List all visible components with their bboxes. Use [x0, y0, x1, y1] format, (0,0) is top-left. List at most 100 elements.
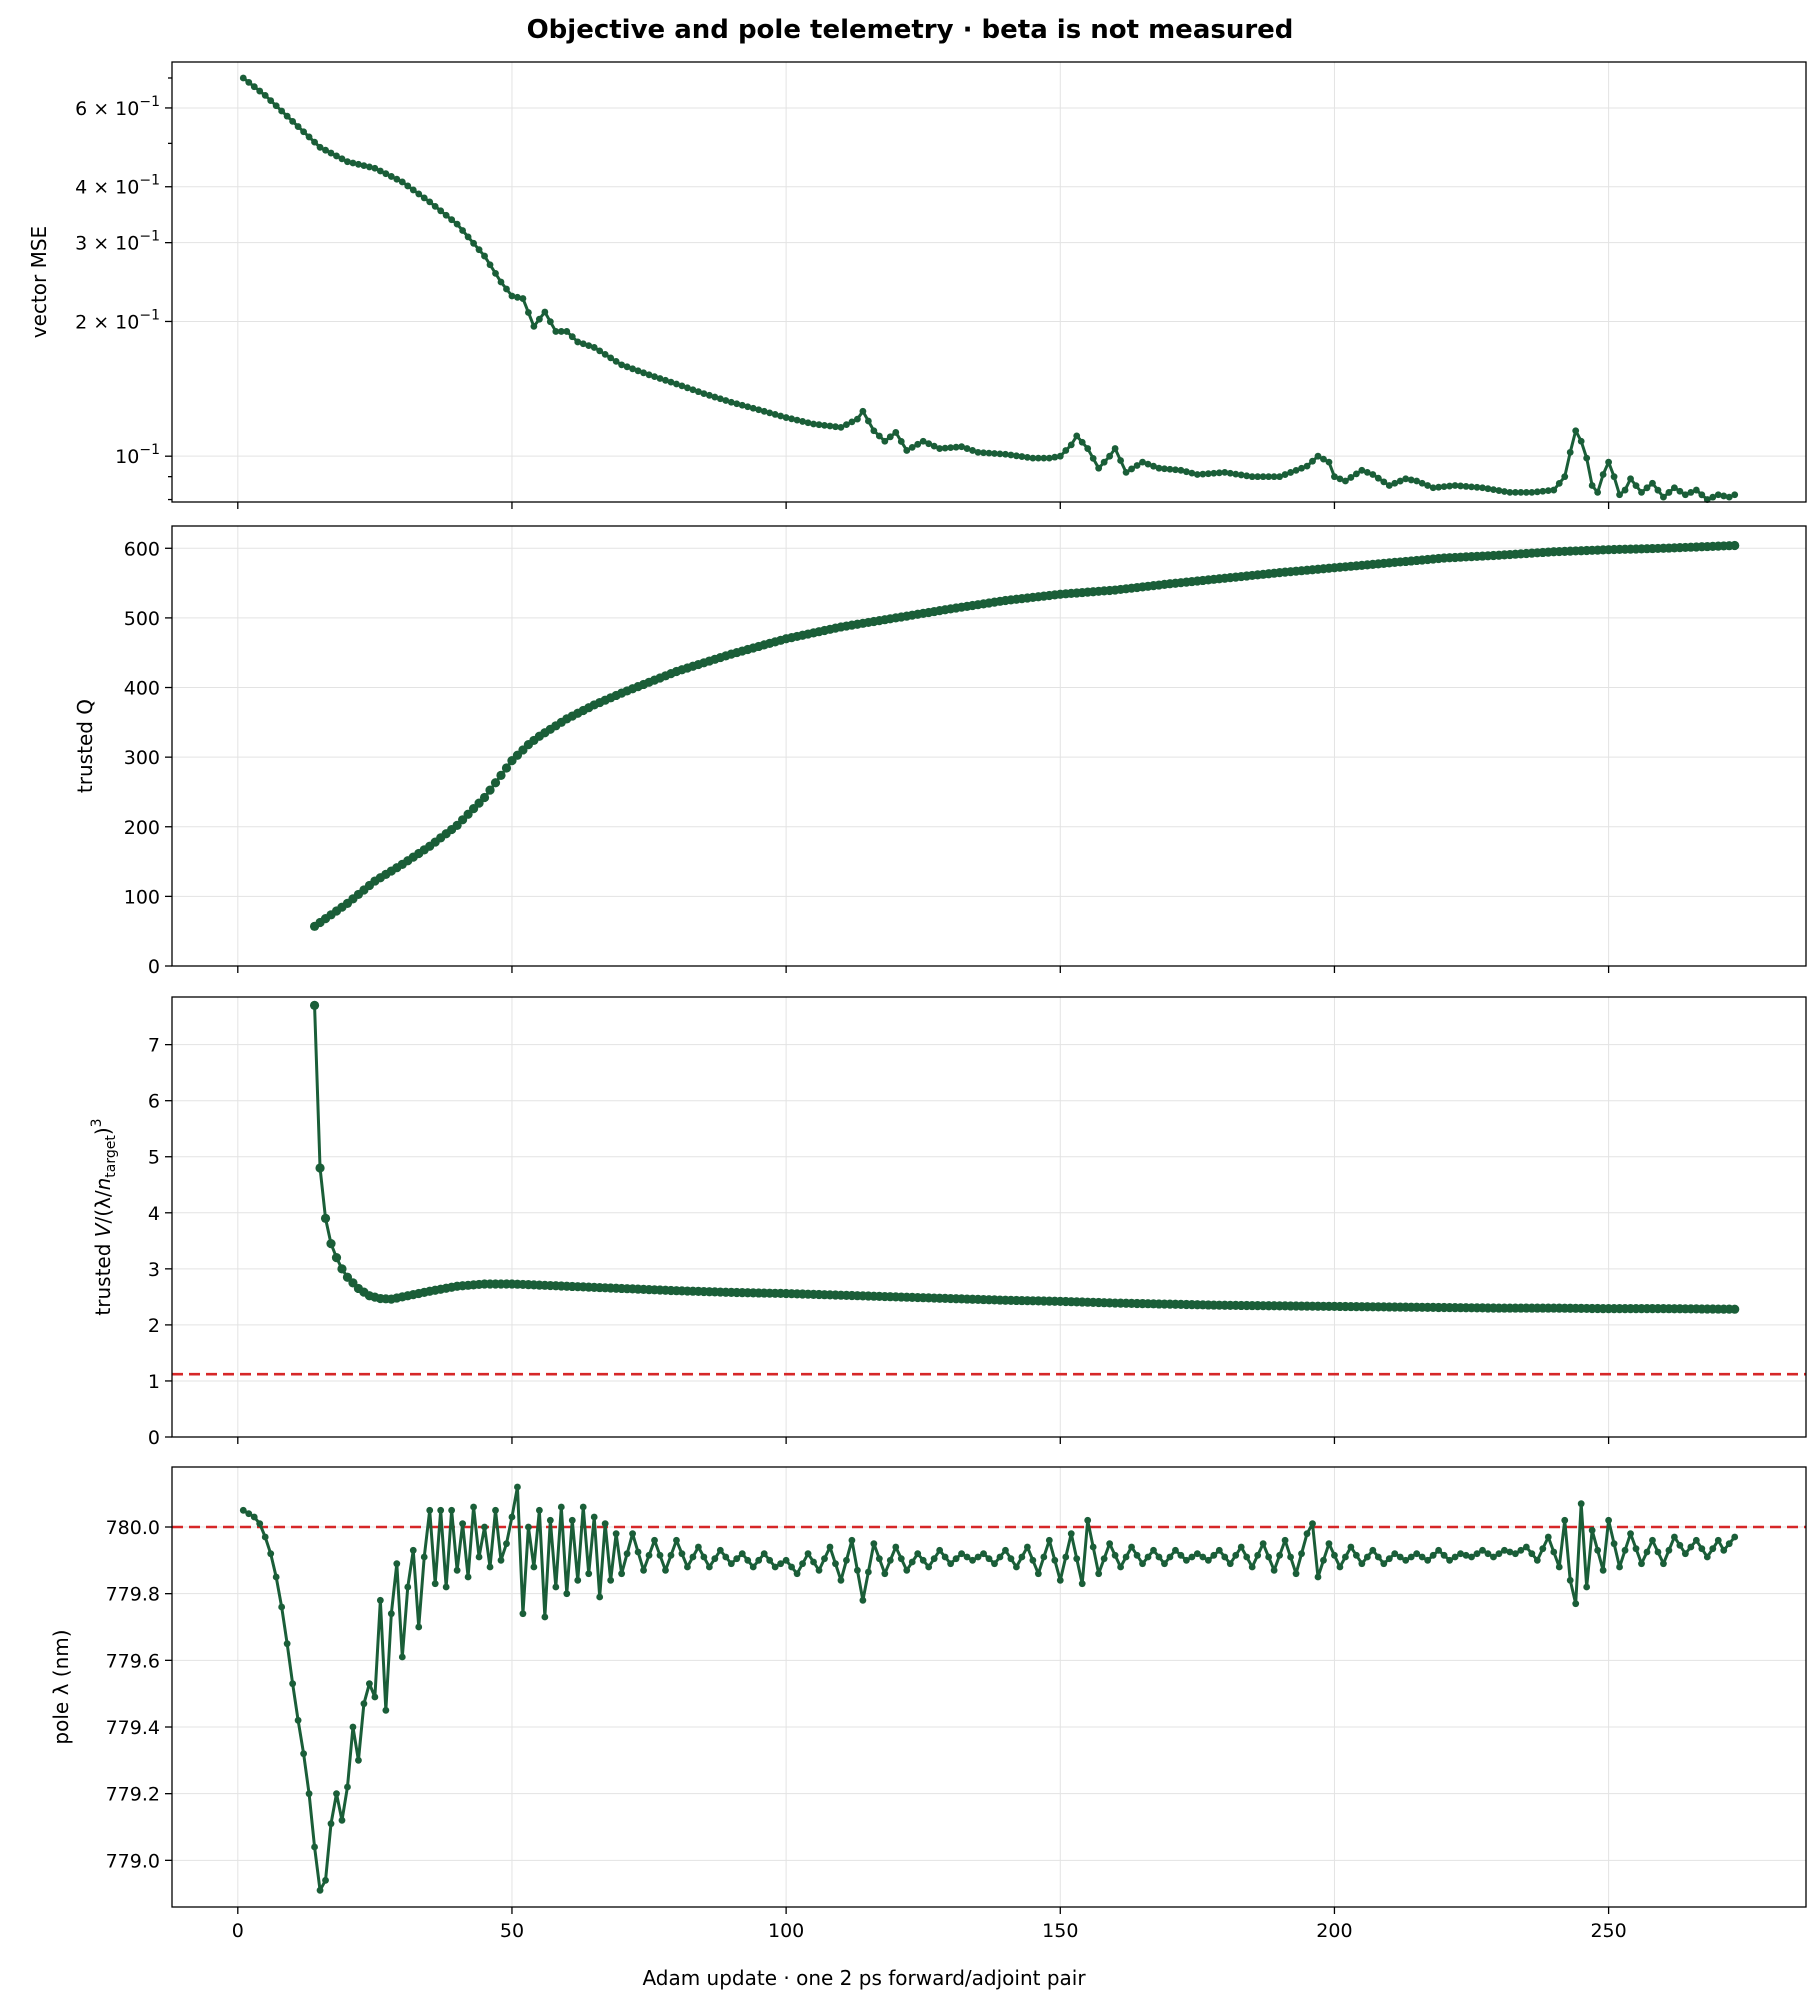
data-point — [1731, 1533, 1739, 1541]
data-point — [1703, 496, 1711, 503]
data-point — [1029, 454, 1037, 462]
data-point — [1358, 466, 1366, 474]
y-tick-label: 0 — [148, 1427, 160, 1449]
data-point — [985, 1555, 993, 1563]
y-tick-label: 10−1 — [115, 442, 160, 468]
data-point — [1034, 454, 1042, 462]
data-point — [256, 1520, 264, 1528]
data-point — [1106, 1540, 1114, 1548]
data-point — [1440, 483, 1448, 491]
data-point — [315, 1163, 325, 1173]
data-point — [546, 318, 554, 326]
data-point — [618, 1570, 626, 1578]
data-point — [1122, 1553, 1130, 1561]
data-point — [1369, 1546, 1377, 1554]
y-tick-label: 5 — [148, 1147, 160, 1169]
data-point — [1336, 475, 1344, 483]
y-tick-label: 0 — [148, 956, 160, 978]
data-point — [662, 1566, 669, 1574]
data-point — [1621, 1546, 1629, 1554]
data-point — [1073, 432, 1081, 440]
data-point — [1561, 473, 1569, 481]
data-point — [327, 149, 335, 157]
data-point — [788, 415, 795, 423]
data-point — [738, 1550, 746, 1558]
data-point — [1544, 487, 1552, 495]
data-point — [771, 411, 779, 418]
data-point — [1347, 474, 1355, 481]
data-point — [239, 1506, 247, 1514]
data-point — [530, 1563, 538, 1571]
data-point — [387, 173, 395, 180]
data-point — [886, 433, 894, 441]
data-point — [1106, 452, 1114, 460]
y-tick-label: 300 — [124, 747, 160, 769]
data-point — [980, 449, 987, 457]
data-point — [333, 152, 340, 160]
data-point — [546, 1516, 554, 1524]
data-point — [1276, 1551, 1284, 1559]
data-point — [1089, 1543, 1097, 1551]
data-point — [1424, 1556, 1432, 1564]
data-point — [525, 1523, 532, 1531]
data-point — [864, 1568, 872, 1576]
data-point — [1133, 462, 1141, 469]
data-point — [1440, 1551, 1448, 1559]
data-point — [1298, 1550, 1305, 1558]
data-point — [294, 123, 302, 130]
y-tick-label: 2 — [148, 1315, 160, 1337]
data-point — [1243, 472, 1251, 480]
data-point — [1226, 1560, 1234, 1568]
data-point — [1533, 1556, 1541, 1564]
y-tick-label: 600 — [124, 538, 160, 560]
data-point — [1215, 469, 1223, 477]
data-point — [1583, 454, 1591, 462]
data-point — [590, 344, 598, 351]
data-point — [1539, 487, 1547, 495]
data-point — [503, 1540, 510, 1548]
data-point — [1270, 473, 1278, 481]
data-point — [1720, 1546, 1728, 1554]
data-point — [1391, 1550, 1399, 1558]
data-point — [1358, 1560, 1366, 1568]
data-point — [1730, 1304, 1740, 1314]
data-point — [815, 421, 823, 429]
data-point — [415, 190, 423, 198]
data-point — [1676, 1541, 1684, 1549]
data-point — [1506, 489, 1514, 496]
data-point — [267, 97, 275, 104]
data-point — [1709, 1545, 1717, 1553]
data-point — [612, 1530, 620, 1538]
data-point — [673, 1536, 680, 1544]
data-point — [1479, 484, 1486, 492]
data-point — [601, 1520, 609, 1528]
data-point — [1566, 1576, 1574, 1584]
data-point — [1725, 1540, 1733, 1548]
data-point — [892, 429, 900, 436]
data-point — [711, 393, 719, 401]
data-point — [947, 1560, 955, 1568]
y-axis-label: trusted Q — [73, 699, 97, 793]
data-point — [1111, 1551, 1119, 1559]
data-point — [1501, 488, 1508, 495]
data-point — [1451, 482, 1459, 489]
data-point — [1051, 453, 1059, 461]
data-point — [689, 1553, 697, 1561]
data-point — [662, 376, 669, 384]
data-point — [320, 1213, 331, 1223]
data-point — [1342, 477, 1349, 485]
data-point — [1424, 482, 1432, 489]
data-point — [1643, 484, 1651, 492]
data-point — [1117, 1563, 1124, 1571]
data-point — [826, 1543, 834, 1551]
data-point — [1730, 540, 1740, 551]
data-point — [1161, 1560, 1168, 1568]
data-point — [1533, 488, 1541, 496]
data-point — [305, 133, 313, 141]
data-point — [1155, 464, 1163, 472]
data-point — [1287, 1553, 1294, 1561]
data-point — [1013, 452, 1020, 460]
y-tick-label: 1 — [148, 1371, 160, 1393]
data-point — [1528, 489, 1536, 496]
data-point — [508, 292, 516, 300]
